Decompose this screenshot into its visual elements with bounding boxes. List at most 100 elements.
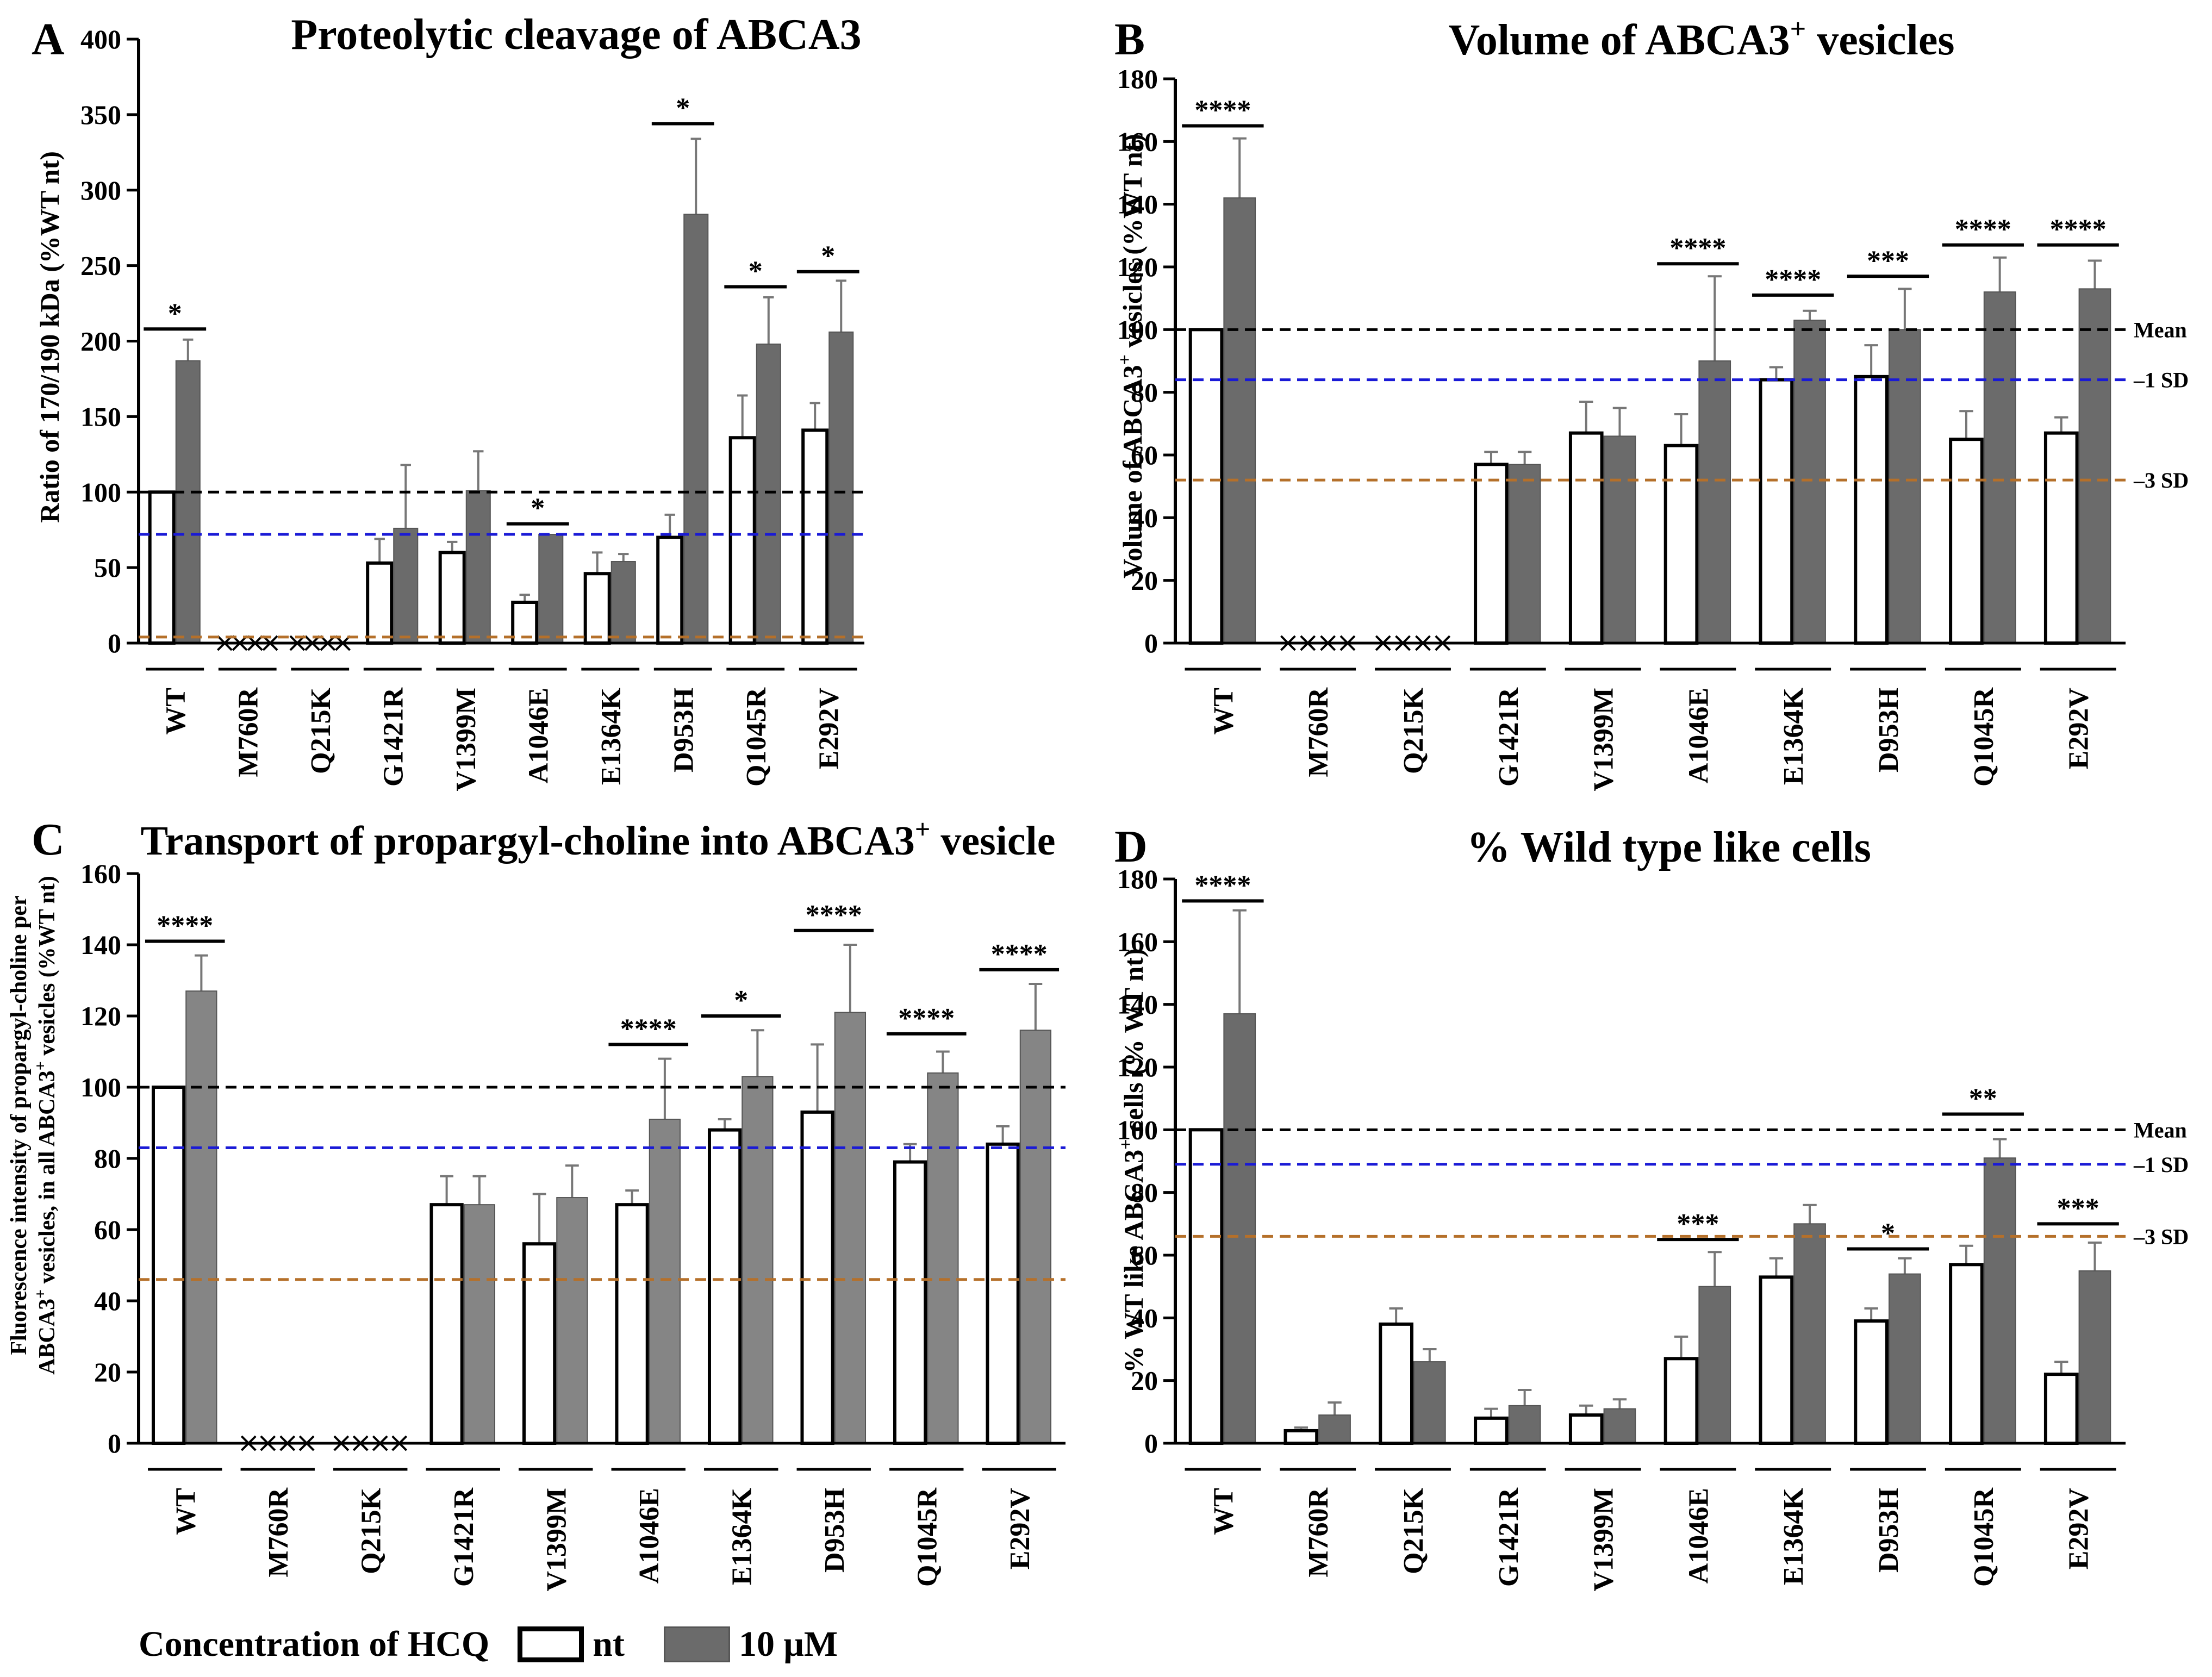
panel-b-bar-nt: [1663, 444, 1699, 645]
panel-c-y-label-sup1: +: [32, 1289, 49, 1299]
legend-swatch-10um: [663, 1626, 730, 1662]
panel-b-y-tick-label: 140: [1117, 189, 1158, 220]
panel-c-category-label: Q215K: [356, 1487, 387, 1574]
panel-b-category-label: WT: [1208, 688, 1239, 735]
panel-b-bar-treated: [1603, 435, 1636, 644]
panel-c-bar-treated: [742, 1076, 774, 1444]
panel-c-bar-treated: [556, 1197, 588, 1444]
panel-a-bar-nt: [801, 428, 829, 645]
panel-a-bar-nt: [148, 490, 176, 645]
panel-a-category-label: M760R: [233, 687, 264, 777]
panel-b-significance-label: ***: [1867, 245, 1909, 276]
panel-d-y-tick-label: 140: [1117, 989, 1158, 1020]
panel-a-significance-label: *: [531, 493, 545, 524]
panel-c-title-suffix: vesicle: [930, 818, 1055, 864]
panel-a-y-tick-label: 200: [80, 326, 121, 357]
panel-b-bar-treated: [1889, 329, 1921, 644]
panel-a-category-label: E292V: [813, 688, 844, 769]
panel-b-bar-nt: [1568, 431, 1604, 645]
panel-a-plot: 0 50 100 150 200 250 300 350 400 WT M760R Q215K G142…: [80, 24, 864, 791]
panel-b-bar-treated: [2078, 288, 2111, 644]
panel-d-category-label: V1399M: [1588, 1488, 1619, 1592]
panel-a-category-label: Q215K: [306, 687, 337, 774]
panel-c-bar-nt: [893, 1160, 927, 1445]
panel-d-significance-label: ***: [2057, 1193, 2099, 1224]
panel-c-bar-nt: [151, 1086, 186, 1445]
panel-d-reference-label: Mean: [2134, 1118, 2187, 1142]
panel-a-bar-nt: [583, 572, 611, 645]
panel-a-bar-treated: [683, 214, 709, 644]
panel-d-y-tick-label: 20: [1131, 1366, 1158, 1396]
legend-label-nt: nt: [593, 1624, 625, 1664]
panel-d-category-label: G1421R: [1493, 1487, 1524, 1587]
panel-c-significance-label: ****: [991, 939, 1048, 970]
panel-a-bar-treated: [175, 360, 201, 644]
panel-b-y-tick-label: 0: [1144, 628, 1158, 658]
panel-d-bar-nt: [1854, 1319, 1889, 1445]
legend-title: Concentration of HCQ: [139, 1624, 490, 1664]
panel-a-bar-nt: [728, 436, 756, 645]
panel-a-y-tick-label: 300: [80, 175, 121, 205]
panel-c-bar-nt: [522, 1242, 557, 1445]
panel-d-category-label: M760R: [1303, 1487, 1334, 1578]
panel-a-y-tick-label: 50: [94, 552, 121, 583]
panel-b-bar-nt: [1949, 438, 1984, 645]
panel-d-y-label-sup: +: [1116, 1139, 1136, 1149]
panel-d-bar-nt: [1663, 1357, 1699, 1445]
panel-c-category-label: E292V: [1005, 1488, 1036, 1569]
panel-b-y-tick-label: 100: [1117, 314, 1158, 345]
panel-c-significance-label: ****: [620, 1013, 677, 1044]
panel-b-bar-treated: [1508, 464, 1541, 644]
panel-d-y-axis-label: % WT like ABCA3+ cells (% WT nt): [1116, 948, 1149, 1373]
panel-a-category-label: D953H: [668, 688, 699, 772]
panel-b: B Volume of ABCA3+ vesicles Volume of AB…: [1114, 14, 2189, 791]
panel-d-bar-treated: [1413, 1361, 1446, 1444]
panel-c-category-label: WT: [170, 1488, 201, 1535]
panel-d-category-label: Q1045R: [1968, 1487, 1999, 1587]
panel-d-bar-nt: [2043, 1373, 2079, 1445]
panel-d-y-tick-label: 100: [1117, 1114, 1158, 1145]
legend-swatch-nt: [518, 1626, 584, 1662]
panel-c-category-label: G1421R: [448, 1487, 479, 1587]
panel-b-category-label: Q215K: [1398, 687, 1429, 774]
panel-d-bar-nt: [1379, 1322, 1413, 1445]
panel-c-significance-label: *: [734, 985, 748, 1016]
panel-c-y-tick-label: 20: [94, 1357, 121, 1387]
panel-d-category-label: D953H: [1873, 1488, 1904, 1573]
panel-a-y-tick-label: 400: [80, 24, 121, 54]
panel-d-y-tick-label: 120: [1117, 1052, 1158, 1082]
panel-b-y-tick-label: 160: [1117, 126, 1158, 157]
panel-c-bar-treated: [1019, 1030, 1052, 1444]
panel-b-reference-label: –3 SD: [2133, 468, 2189, 492]
panel-d-significance-label: **: [1969, 1083, 1997, 1114]
panel-d-y-tick-label: 80: [1131, 1177, 1158, 1208]
panel-a-bar-treated: [465, 490, 491, 644]
panel-b-bar-treated: [1983, 291, 2016, 644]
panel-b-y-label-sup: +: [1115, 354, 1135, 365]
panel-b-bar-nt: [1759, 378, 1794, 645]
panel-a-y-axis-label: Ratio of 170/190 kDa (%WT nt): [34, 151, 65, 523]
panel-c-y-tick-label: 140: [80, 930, 121, 960]
panel-c-y-axis-label-line2: ABCA3+ vesicles, in all ABCA3+ vesicles …: [32, 876, 60, 1375]
panel-b-y-tick-label: 40: [1131, 502, 1158, 533]
panel-c-y-tick-label: 80: [94, 1143, 121, 1174]
panel-a-category-label: WT: [160, 688, 191, 735]
panel-a-y-tick-label: 100: [80, 477, 121, 507]
panel-b-y-label-main: Volume of ABCA3: [1117, 365, 1148, 578]
panel-b-y-tick-label: 20: [1131, 565, 1158, 596]
panel-b-bar-treated: [1793, 320, 1826, 644]
panel-c-letter: C: [32, 814, 65, 865]
panel-d-category-label: WT: [1208, 1488, 1239, 1535]
panel-d-y-label-main: % WT like ABCA3: [1118, 1150, 1149, 1373]
panel-c-title: Transport of propargyl-choline into ABCA…: [141, 814, 1056, 864]
panel-d-significance-label: ****: [1194, 870, 1251, 901]
panel-d-category-label: Q215K: [1398, 1487, 1429, 1574]
panel-b-significance-label: ****: [1955, 214, 2011, 245]
panel-b-y-tick-label: 60: [1131, 440, 1158, 470]
panel-b-significance-label: ****: [2050, 214, 2107, 245]
panel-b-significance-label: ****: [1194, 95, 1251, 126]
panel-c-bar-treated: [185, 990, 217, 1444]
panel-d-letter: D: [1114, 821, 1148, 872]
panel-d-plot: 0 20 40 60 80 100 120 140 160 180 WT M760R Q215K G142…: [1117, 864, 2189, 1592]
panel-b-category-label: E1364K: [1778, 687, 1809, 785]
